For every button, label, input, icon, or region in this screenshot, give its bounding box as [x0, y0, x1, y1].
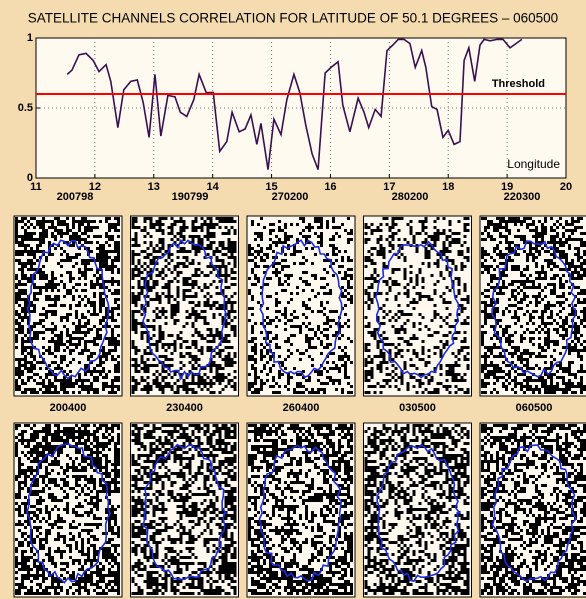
- page: {"chart_data": {"type": "line", "title":…: [0, 0, 586, 599]
- x-tick-label: 13: [148, 181, 160, 193]
- panel: [364, 423, 472, 597]
- panel: [364, 216, 472, 396]
- panel-label: 190799: [172, 191, 209, 203]
- panel-label: 200798: [57, 191, 94, 203]
- x-tick-label: 16: [324, 181, 336, 193]
- panel-label: 270200: [272, 191, 309, 203]
- x-tick-label: 14: [207, 181, 220, 193]
- panel: [247, 216, 355, 396]
- y-tick-label: 0: [27, 172, 33, 184]
- figure: SATELLITE CHANNELS CORRELATION FOR LATIT…: [0, 0, 586, 599]
- threshold-label: Threshold: [492, 78, 545, 90]
- panel-label: 030500: [399, 402, 436, 414]
- panel-label: 200400: [50, 402, 87, 414]
- panel-label: 280200: [392, 191, 429, 203]
- x-tick-label: 20: [560, 181, 572, 193]
- panel-label: 220300: [504, 191, 541, 203]
- panel-label: 260400: [283, 402, 320, 414]
- y-tick-label: 0.5: [18, 102, 33, 114]
- panel-label: 060500: [516, 402, 553, 414]
- y-tick-label: 1: [27, 32, 33, 44]
- panel: [131, 423, 239, 597]
- panel: [131, 216, 239, 396]
- panel: [247, 423, 355, 597]
- panel: [14, 423, 122, 597]
- x-tick-label: 18: [442, 181, 454, 193]
- chart-title: SATELLITE CHANNELS CORRELATION FOR LATIT…: [28, 11, 558, 26]
- panel-label: 230400: [166, 402, 203, 414]
- panel: [14, 216, 122, 396]
- panel: [480, 216, 586, 396]
- annotation: Longitude: [507, 157, 560, 171]
- panel: [480, 423, 586, 597]
